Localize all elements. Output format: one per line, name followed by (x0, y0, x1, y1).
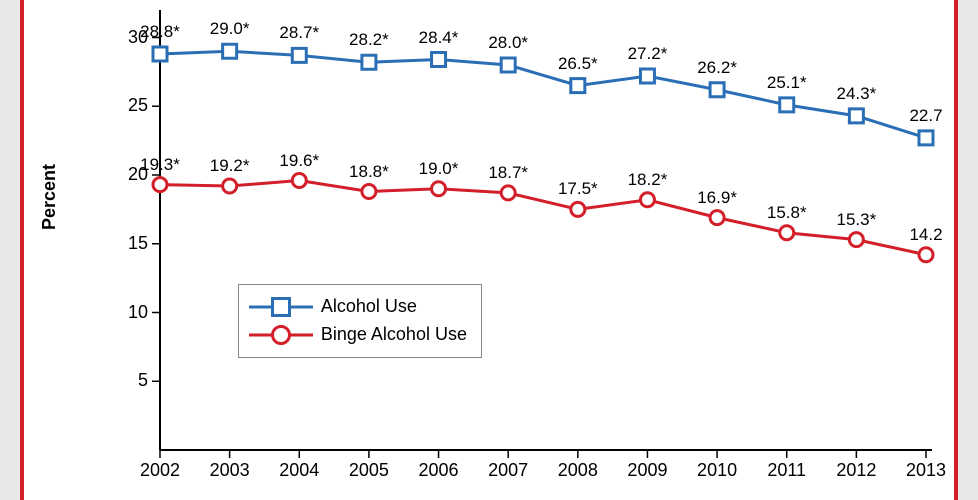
data-point-label: 26.5* (558, 54, 598, 74)
legend-swatch (249, 297, 313, 317)
x-tick-label: 2011 (767, 460, 806, 481)
x-tick-label: 2009 (627, 460, 667, 481)
legend-item: Binge Alcohol Use (249, 321, 467, 349)
x-tick-label: 2008 (558, 460, 598, 481)
y-axis-label: Percent (39, 164, 60, 230)
data-point-label: 28.0* (488, 33, 528, 53)
data-point-label: 26.2* (697, 58, 737, 78)
data-point-label: 15.8* (767, 203, 807, 223)
data-point-label: 18.8* (349, 162, 389, 182)
circle-icon (271, 325, 291, 345)
x-tick-label: 2005 (349, 460, 389, 481)
data-point-label: 19.2* (210, 156, 250, 176)
data-point-label: 14.2 (909, 225, 942, 245)
data-point-label: 18.2* (628, 170, 668, 190)
x-tick-label: 2013 (906, 460, 946, 481)
chart-svg (114, 10, 934, 480)
data-point-label: 15.3* (837, 210, 877, 230)
chart-frame: Percent 28.8*29.0*28.7*28.2*28.4*28.0*26… (20, 0, 958, 500)
legend-label: Binge Alcohol Use (321, 324, 467, 345)
data-point-label: 19.6* (279, 151, 319, 171)
data-point-label: 19.0* (419, 159, 459, 179)
data-point-label: 17.5* (558, 179, 598, 199)
data-point-label: 24.3* (837, 84, 877, 104)
legend-item: Alcohol Use (249, 293, 467, 321)
y-tick-label: 30 (128, 27, 148, 48)
y-tick-label: 15 (128, 233, 148, 254)
data-point-label: 25.1* (767, 73, 807, 93)
data-point-label: 28.4* (419, 28, 459, 48)
y-tick-label: 25 (128, 95, 148, 116)
square-icon (271, 297, 291, 317)
y-tick-label: 20 (128, 164, 148, 185)
x-tick-label: 2006 (419, 460, 459, 481)
legend-label: Alcohol Use (321, 296, 417, 317)
y-tick-label: 10 (128, 302, 148, 323)
data-point-label: 28.7* (279, 23, 319, 43)
data-point-label: 28.2* (349, 30, 389, 50)
x-tick-label: 2004 (279, 460, 319, 481)
x-tick-label: 2002 (140, 460, 180, 481)
plot-area: 28.8*29.0*28.7*28.2*28.4*28.0*26.5*27.2*… (114, 10, 934, 480)
data-point-label: 16.9* (697, 188, 737, 208)
legend-swatch (249, 325, 313, 345)
data-point-label: 22.7 (909, 106, 942, 126)
x-tick-label: 2012 (836, 460, 876, 481)
x-tick-label: 2010 (697, 460, 737, 481)
x-tick-label: 2007 (488, 460, 528, 481)
data-point-label: 29.0* (210, 19, 250, 39)
x-tick-label: 2003 (210, 460, 250, 481)
y-tick-label: 5 (138, 370, 148, 391)
legend: Alcohol Use Binge Alcohol Use (238, 284, 482, 358)
data-point-label: 18.7* (488, 163, 528, 183)
data-point-label: 27.2* (628, 44, 668, 64)
